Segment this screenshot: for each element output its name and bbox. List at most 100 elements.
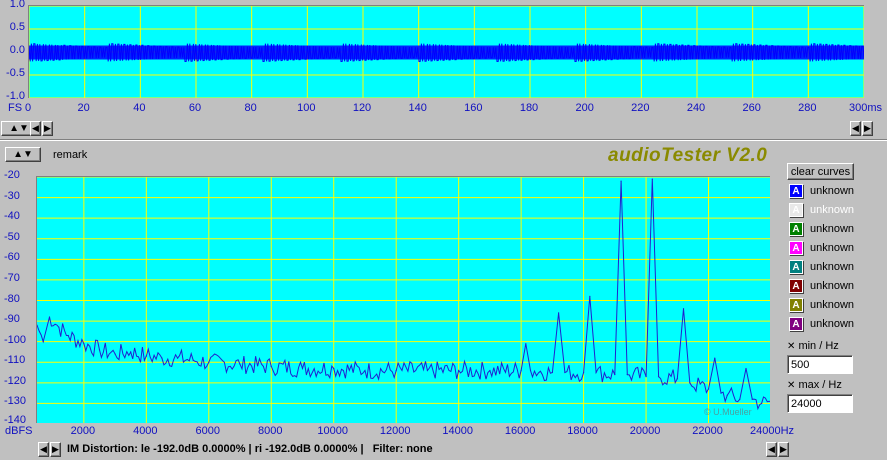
spectrum-data-point (208, 361, 210, 363)
spectrum-y-tick: -30 (4, 189, 20, 202)
spectrum-data-point (58, 326, 60, 328)
waveform-x-tick: 160 (464, 102, 483, 114)
legend-label: unknown (810, 261, 855, 273)
spectrum-y-unit: dBFS (5, 425, 33, 437)
waveform-y-tick: -1.0 (6, 90, 25, 102)
curve-color-icon[interactable]: A (789, 317, 803, 331)
spectrum-data-point (114, 353, 116, 355)
waveform-x-tick: 60 (188, 102, 202, 114)
spectrum-data-point (270, 365, 272, 367)
spectrum-data-point (395, 369, 397, 372)
spectrum-y-tick: -90 (4, 313, 20, 326)
clear-curves-button[interactable]: clear curves (787, 163, 854, 180)
spectrum-y-tick: -50 (4, 230, 20, 243)
spectrum-zoom-left-button[interactable]: ◀ (766, 442, 777, 457)
spectrum-data-point (426, 369, 429, 372)
watermark: © U.Mueller (704, 407, 752, 417)
waveform-x-tick: 100 (297, 102, 316, 114)
waveform-plot[interactable] (28, 5, 864, 98)
arrow-left-icon: ◀ (768, 444, 775, 454)
spectrum-scale-spinner[interactable]: ▲▼ (5, 147, 41, 162)
spectrum-data-point (714, 357, 716, 359)
spectrum-data-point (589, 295, 591, 297)
waveform-zoom-right-button[interactable]: ▶ (862, 121, 873, 136)
arrow-right-icon: ▶ (864, 123, 871, 133)
spectrum-data-point (67, 334, 69, 337)
xmin-label-row: ✕ min / Hz (787, 340, 839, 352)
waveform-scroll-right-button[interactable]: ▶ (42, 121, 53, 136)
arrow-right-icon: ▶ (44, 123, 51, 133)
updown-icon: ▲▼ (13, 149, 33, 160)
arrow-left-icon: ◀ (40, 444, 47, 454)
waveform-y-unit: FS (8, 102, 23, 114)
spectrum-x-tick: 18000 (567, 425, 598, 437)
xmax-label: max / Hz (798, 379, 842, 391)
legend-label: unknown (810, 318, 855, 330)
spectrum-data-point (739, 398, 741, 400)
spectrum-y-tick: -60 (4, 251, 20, 264)
spectrum-data-point (176, 357, 179, 359)
curve-color-icon[interactable]: A (789, 298, 803, 312)
spectrum-data-point (489, 369, 491, 372)
waveform-x-tick: 240 (686, 102, 706, 114)
spectrum-data-point (564, 371, 566, 374)
xmin-input[interactable] (787, 355, 853, 374)
remark-label[interactable]: remark (53, 149, 88, 161)
spectrum-data-point (37, 324, 38, 326)
waveform-y-tick: 1.0 (9, 0, 25, 10)
spectrum-data-point (239, 363, 241, 365)
spectrum-data-point (682, 308, 685, 310)
spectrum-data-point (145, 355, 147, 357)
spectrum-data-point (620, 180, 622, 182)
waveform-x-tick: 300ms (849, 102, 883, 114)
spectrum-data-point (525, 343, 527, 345)
curve-color-icon[interactable]: A (789, 222, 803, 236)
spectrum-data-point (42, 341, 44, 343)
clear-curves-label: clear curves (790, 165, 851, 178)
spectrum-zoom-right-button[interactable]: ▶ (778, 442, 789, 457)
waveform-zoom-left-button[interactable]: ◀ (850, 121, 861, 136)
waveform-x-tick: 260 (742, 102, 761, 114)
curve-color-icon[interactable]: A (789, 279, 803, 293)
waveform-x-tick: 180 (519, 102, 539, 114)
spectrum-data-point (761, 402, 763, 405)
spectrum-data-point (98, 349, 101, 351)
spectrum-plot[interactable] (36, 176, 770, 423)
spectrum-x-tick: 2000 (70, 425, 96, 437)
xmax-label-row: ✕ max / Hz (787, 379, 842, 391)
waveform-scroll-left-button[interactable]: ◀ (30, 121, 41, 136)
curve-color-icon[interactable]: A (789, 241, 803, 255)
spectrum-data-point (520, 369, 522, 372)
legend-label: unknown (810, 280, 855, 292)
status-scroll-right-button[interactable]: ▶ (50, 442, 61, 457)
curve-color-icon[interactable]: A (789, 260, 803, 274)
curve-color-icon[interactable]: A (789, 184, 803, 198)
waveform-x-tick: 20 (77, 102, 90, 114)
spectrum-data-point (301, 367, 304, 370)
spectrum-data-point (751, 398, 753, 400)
status-scroll-left-button[interactable]: ◀ (38, 442, 49, 457)
status-text: IM Distortion: le -192.0dB 0.0000% | ri … (67, 443, 433, 455)
arrow-right-icon: ▶ (780, 444, 787, 454)
spectrum-data-point (726, 394, 728, 396)
panel-divider (0, 139, 887, 141)
waveform-y-tick: -0.5 (6, 67, 25, 79)
spectrum-data-point (676, 378, 678, 380)
updown-icon: ▲▼ (9, 123, 29, 134)
arrow-right-icon: ▶ (52, 444, 59, 454)
curve-color-icon[interactable]: A (789, 203, 803, 217)
spectrum-data-point (551, 371, 553, 374)
spectrum-data-point (720, 392, 722, 394)
spectrum-data-point (651, 178, 653, 180)
spectrum-x-tick: 14000 (442, 425, 473, 437)
waveform-y-tick: 0.5 (9, 21, 25, 33)
xmax-input[interactable] (787, 394, 853, 413)
